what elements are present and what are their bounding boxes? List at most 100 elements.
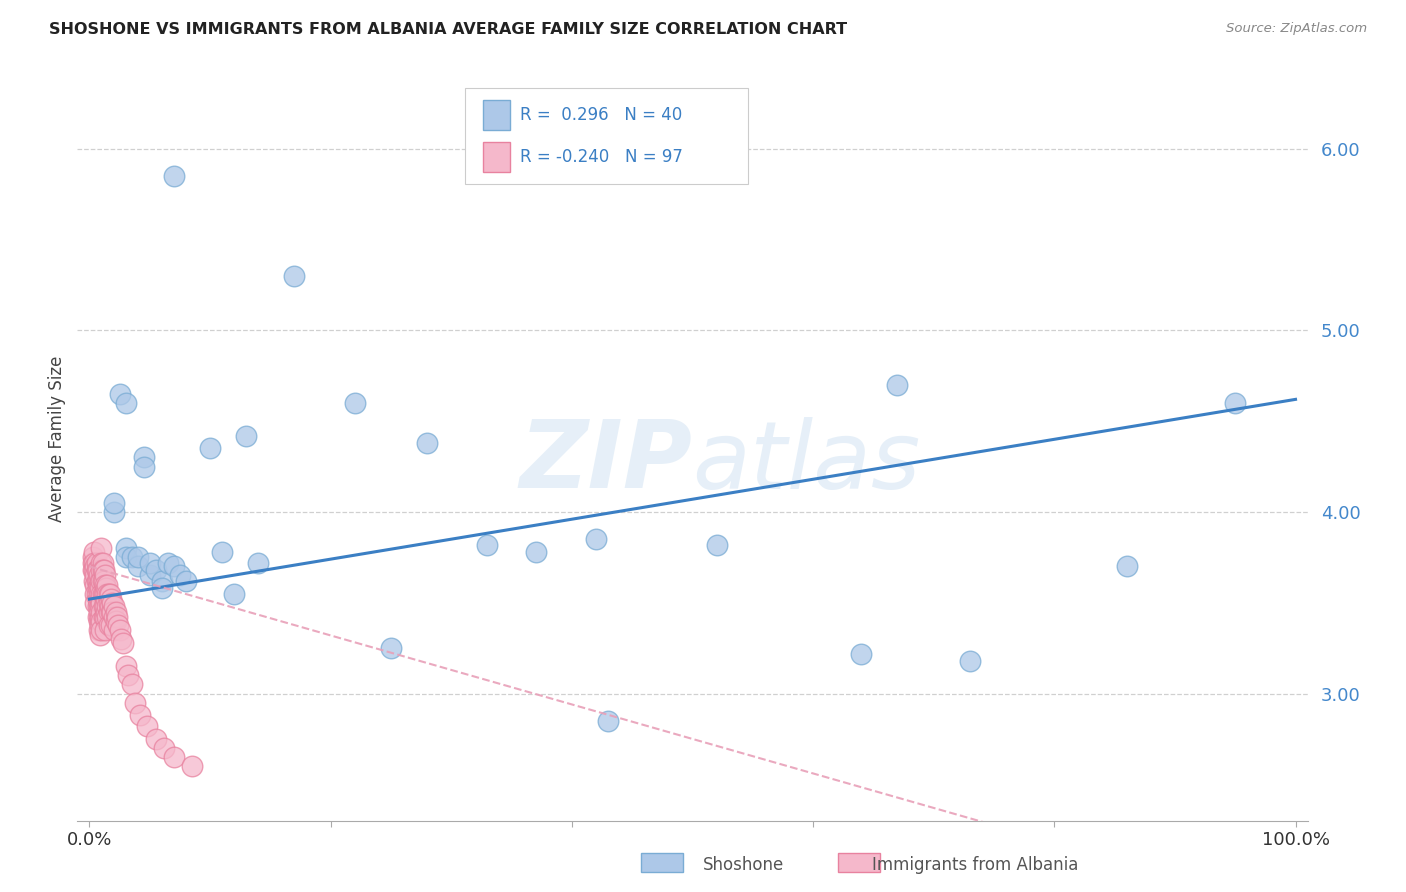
- Point: [90, 596, 112, 610]
- Point: [851, 647, 873, 661]
- Point: [100, 617, 122, 632]
- Point: [121, 677, 143, 691]
- Point: [235, 428, 257, 442]
- Point: [169, 568, 191, 582]
- Point: [87, 605, 110, 619]
- Point: [96, 605, 118, 619]
- Point: [108, 387, 131, 401]
- Point: [86, 587, 108, 601]
- Point: [706, 538, 728, 552]
- Point: [198, 442, 221, 456]
- Point: [110, 632, 132, 646]
- Point: [87, 599, 110, 614]
- Point: [114, 550, 136, 565]
- Point: [90, 623, 112, 637]
- Point: [87, 610, 110, 624]
- Point: [108, 623, 131, 637]
- Point: [103, 496, 125, 510]
- Point: [87, 623, 110, 637]
- Bar: [838, 853, 880, 872]
- Point: [94, 568, 117, 582]
- Point: [101, 605, 124, 619]
- Point: [103, 505, 125, 519]
- Point: [93, 563, 115, 577]
- Point: [100, 592, 122, 607]
- Point: [94, 610, 117, 624]
- Point: [145, 731, 167, 746]
- Point: [89, 581, 111, 595]
- Point: [90, 556, 112, 570]
- Point: [103, 599, 125, 614]
- FancyBboxPatch shape: [484, 142, 510, 172]
- Point: [84, 587, 107, 601]
- Point: [1115, 559, 1137, 574]
- Point: [145, 563, 167, 577]
- Point: [94, 623, 117, 637]
- Point: [93, 587, 115, 601]
- Point: [87, 568, 110, 582]
- Point: [84, 559, 107, 574]
- Point: [96, 581, 118, 595]
- Point: [127, 550, 149, 565]
- Point: [138, 568, 160, 582]
- Point: [247, 556, 270, 570]
- Point: [156, 556, 179, 570]
- Point: [98, 599, 121, 614]
- Point: [96, 592, 118, 607]
- Point: [211, 545, 233, 559]
- Point: [91, 574, 114, 588]
- Point: [101, 596, 124, 610]
- Text: Immigrants from Albania: Immigrants from Albania: [872, 856, 1078, 874]
- Point: [86, 563, 108, 577]
- Point: [93, 574, 115, 588]
- Point: [94, 599, 117, 614]
- Point: [97, 617, 120, 632]
- Point: [98, 587, 121, 601]
- Point: [90, 587, 112, 601]
- Point: [114, 659, 136, 673]
- Point: [596, 714, 619, 728]
- Point: [96, 599, 118, 614]
- Point: [87, 581, 110, 595]
- Point: [96, 610, 118, 624]
- Point: [180, 759, 202, 773]
- Point: [82, 550, 104, 565]
- Point: [132, 450, 155, 465]
- Point: [89, 617, 111, 632]
- Point: [90, 574, 112, 588]
- Point: [96, 577, 118, 591]
- Point: [886, 377, 908, 392]
- Point: [104, 614, 127, 628]
- Point: [87, 614, 110, 628]
- Point: [89, 599, 111, 614]
- Point: [585, 532, 607, 546]
- Point: [104, 605, 127, 619]
- Text: atlas: atlas: [693, 417, 921, 508]
- Point: [163, 169, 186, 183]
- Point: [132, 459, 155, 474]
- Point: [124, 696, 146, 710]
- Point: [89, 628, 111, 642]
- Point: [103, 610, 125, 624]
- Point: [477, 538, 499, 552]
- Point: [91, 556, 114, 570]
- Point: [83, 574, 105, 588]
- Point: [87, 563, 110, 577]
- Point: [97, 587, 120, 601]
- FancyBboxPatch shape: [465, 88, 748, 184]
- Point: [87, 577, 110, 591]
- Point: [87, 592, 110, 607]
- Text: R = -0.240   N = 97: R = -0.240 N = 97: [520, 148, 683, 166]
- Point: [107, 617, 129, 632]
- Point: [89, 610, 111, 624]
- Text: R =  0.296   N = 40: R = 0.296 N = 40: [520, 106, 682, 124]
- Point: [96, 587, 118, 601]
- Point: [117, 668, 139, 682]
- Point: [380, 641, 402, 656]
- Point: [84, 596, 107, 610]
- Point: [94, 587, 117, 601]
- Point: [416, 436, 439, 450]
- Point: [163, 750, 186, 764]
- Point: [82, 563, 104, 577]
- Point: [97, 596, 120, 610]
